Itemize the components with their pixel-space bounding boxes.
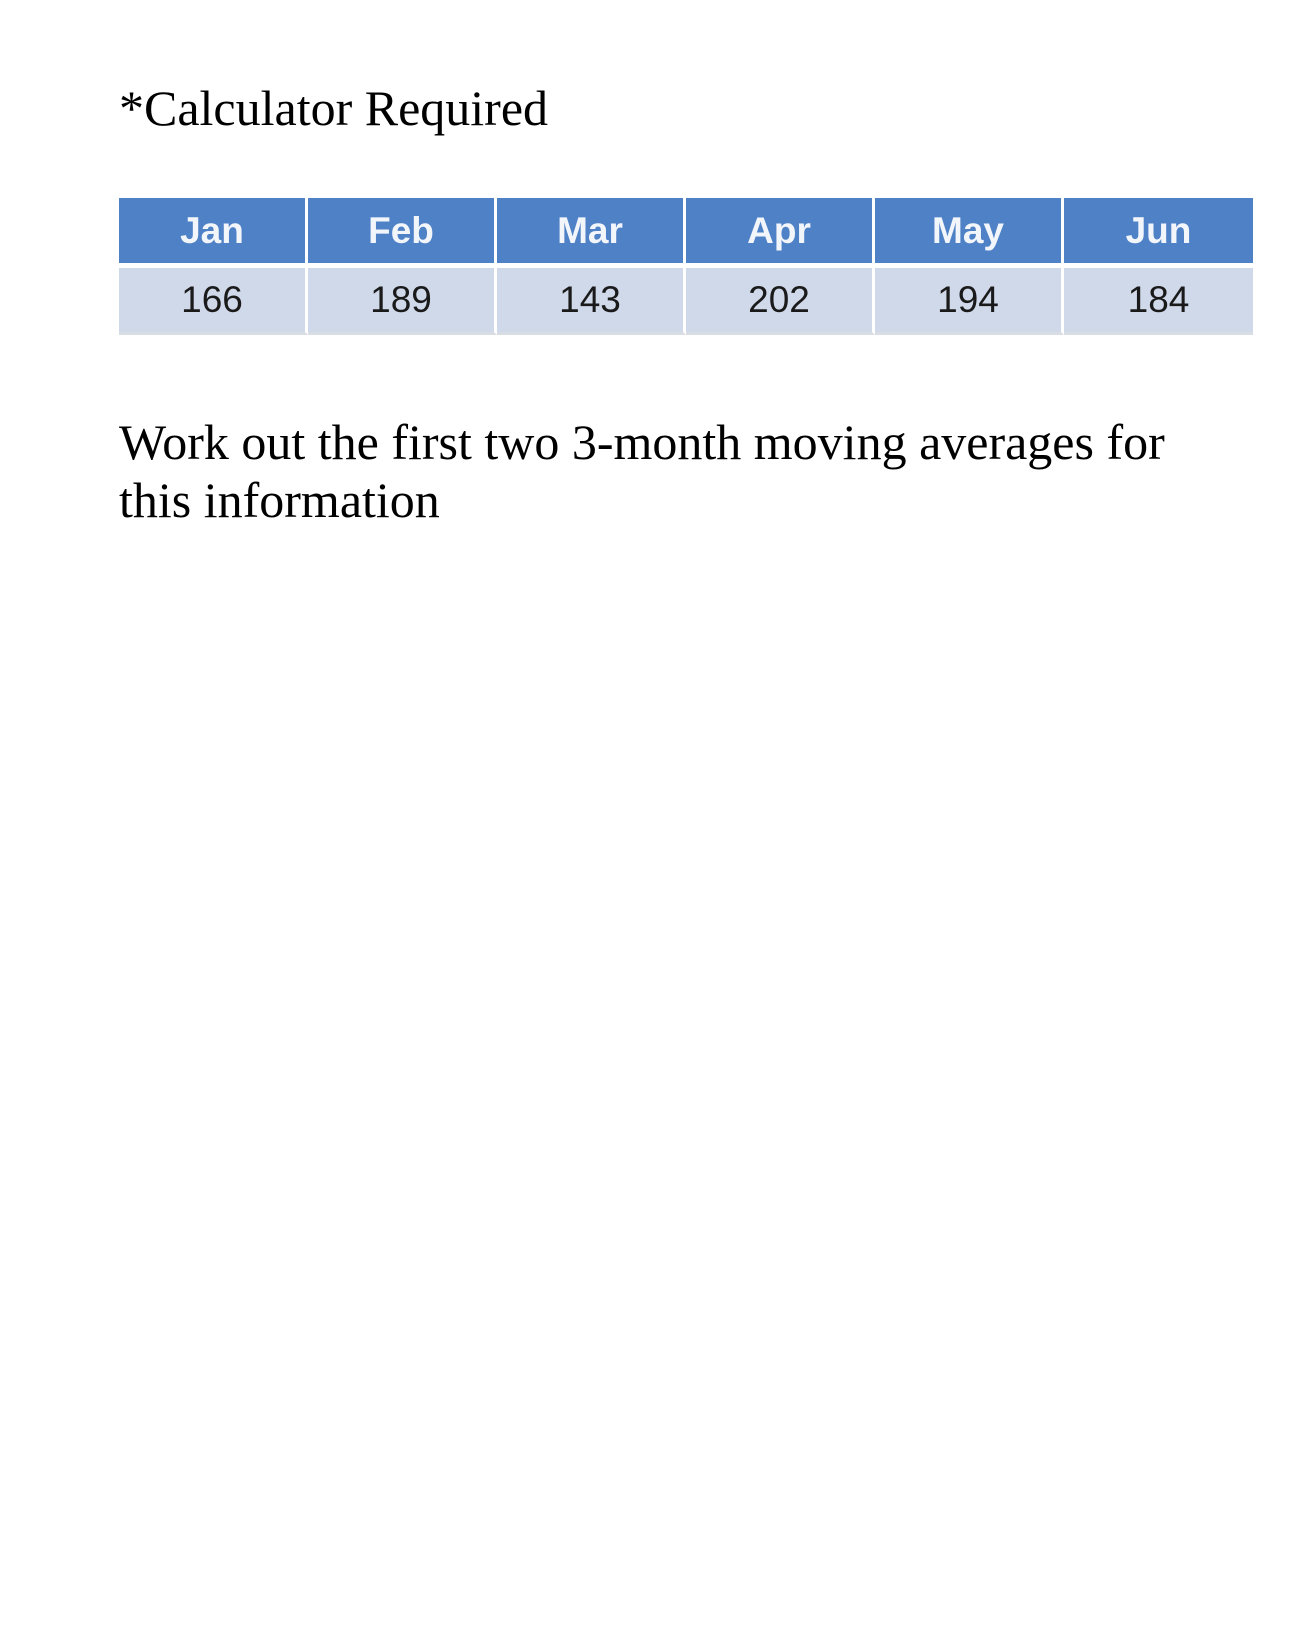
calculator-required-note: *Calculator Required bbox=[119, 80, 549, 136]
month-header-cell: Mar bbox=[497, 198, 686, 268]
value-cell: 166 bbox=[119, 268, 308, 335]
month-header-cell: Jan bbox=[119, 198, 308, 268]
value-cell: 202 bbox=[686, 268, 875, 335]
month-header-row: Jan Feb Mar Apr May Jun bbox=[119, 198, 1253, 268]
monthly-data-table: Jan Feb Mar Apr May Jun 166 189 143 202 … bbox=[119, 198, 1253, 335]
value-cell: 194 bbox=[875, 268, 1064, 335]
question-text: Work out the first two 3-month moving av… bbox=[119, 414, 1165, 528]
value-cell: 143 bbox=[497, 268, 686, 335]
month-header-cell: May bbox=[875, 198, 1064, 268]
values-row: 166 189 143 202 194 184 bbox=[119, 268, 1253, 335]
month-header-cell: Apr bbox=[686, 198, 875, 268]
month-header-cell: Jun bbox=[1064, 198, 1253, 268]
value-cell: 189 bbox=[308, 268, 497, 335]
value-cell: 184 bbox=[1064, 268, 1253, 335]
month-header-cell: Feb bbox=[308, 198, 497, 268]
